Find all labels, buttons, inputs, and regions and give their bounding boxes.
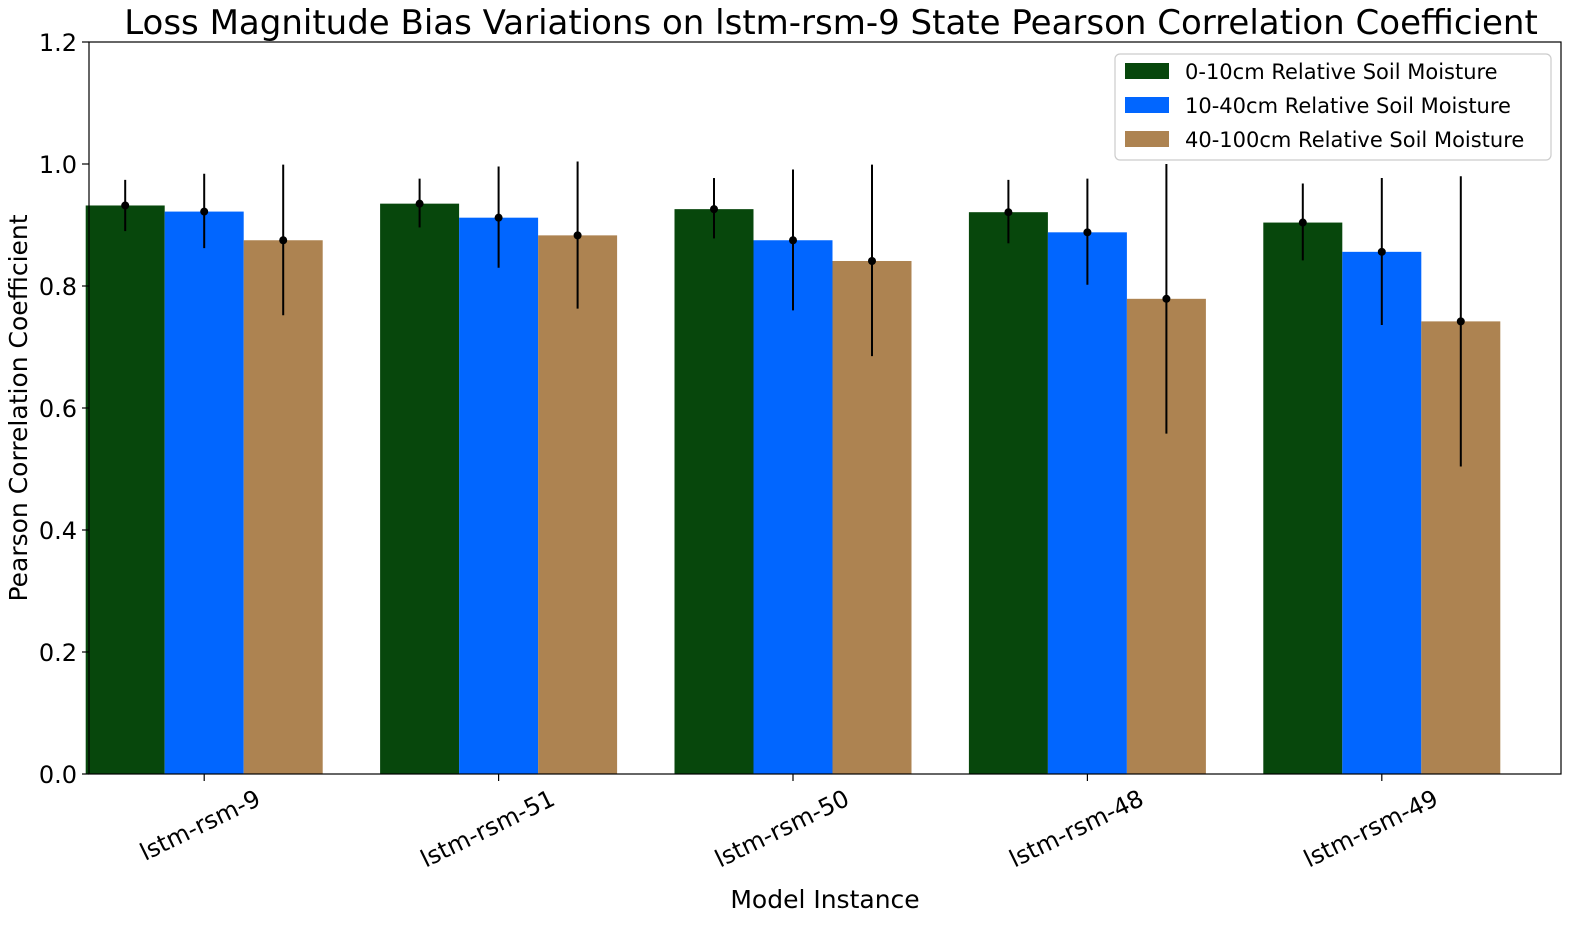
mean-point-lstm-rsm-49-series-3 [1456,317,1465,326]
x-tick-label: lstm-rsm-50 [711,784,854,873]
y-tick-label: 0.0 [39,761,77,789]
legend: 0-10cm Relative Soil Moisture 10-40cm Rel… [1114,53,1552,161]
mean-point-lstm-rsm-50-series-3 [868,256,876,265]
mean-point-lstm-rsm-51-series-1 [415,199,424,208]
y-tick-label: 1.0 [39,151,77,179]
legend-label-1: 0-10cm Relative Soil Moisture [1185,60,1498,84]
bar-lstm-rsm-51-series-1 [380,203,460,774]
mean-point-lstm-rsm-51-series-2 [494,213,503,222]
legend-box [1114,53,1552,161]
bar-lstm-rsm-50-series-2 [753,240,833,774]
mean-point-lstm-rsm-50-series-2 [789,236,797,245]
mean-point-lstm-rsm-48-series-3 [1162,294,1171,303]
bars-group [85,203,1501,775]
y-tick-label: 1.2 [39,29,77,57]
x-tick-label: lstm-rsm-48 [1005,784,1148,873]
mean-point-lstm-rsm-48-series-2 [1083,228,1092,237]
chart-title: Loss Magnitude Bias Variations on lstm-r… [124,3,1538,43]
y-tick-label: 0.6 [39,395,77,423]
x-axis-label: Model Instance [730,885,919,914]
x-axis-ticks: lstm-rsm-9 lstm-rsm-51 lstm-rsm-50 lstm-rsm… [135,774,1442,873]
x-tick-label: lstm-rsm-9 [135,784,264,866]
mean-point-lstm-rsm-9-series-3 [279,236,288,245]
y-axis-label: Pearson Correlation Coefficient [4,214,33,601]
mean-point-lstm-rsm-49-series-1 [1298,218,1307,227]
bar-lstm-rsm-51-series-2 [459,217,539,774]
mean-point-lstm-rsm-48-series-1 [1004,208,1013,217]
bar-lstm-rsm-9-series-2 [164,211,244,774]
mean-point-lstm-rsm-9-series-1 [121,201,130,210]
y-tick-label: 0.4 [39,517,77,545]
y-tick-label: 0.8 [39,273,77,301]
x-tick-label: lstm-rsm-49 [1299,784,1442,873]
error-bars-group [121,161,1465,467]
y-axis-ticks: 0.0 0.2 0.4 0.6 0.8 1.0 1.2 [39,29,89,789]
legend-label-3: 40-100cm Relative Soil Moisture [1185,128,1524,152]
legend-swatch-2 [1125,97,1169,113]
bar-lstm-rsm-48-series-1 [968,212,1048,774]
legend-swatch-3 [1125,131,1169,147]
bar-lstm-rsm-9-series-1 [85,205,165,775]
y-tick-label: 0.2 [39,639,77,667]
x-tick-label: lstm-rsm-51 [416,784,559,873]
bar-lstm-rsm-49-series-2 [1342,251,1422,775]
bar-lstm-rsm-48-series-2 [1047,232,1127,774]
mean-point-lstm-rsm-49-series-2 [1377,247,1386,256]
bar-lstm-rsm-51-series-3 [538,235,618,774]
mean-point-lstm-rsm-51-series-3 [573,231,582,240]
mean-point-lstm-rsm-9-series-2 [200,207,209,216]
mean-point-lstm-rsm-50-series-1 [710,205,718,214]
bar-lstm-rsm-49-series-1 [1263,222,1343,774]
legend-label-2: 10-40cm Relative Soil Moisture [1185,94,1511,118]
bar-lstm-rsm-9-series-3 [243,240,323,774]
legend-swatch-1 [1125,63,1169,79]
bar-lstm-rsm-50-series-1 [674,209,754,774]
